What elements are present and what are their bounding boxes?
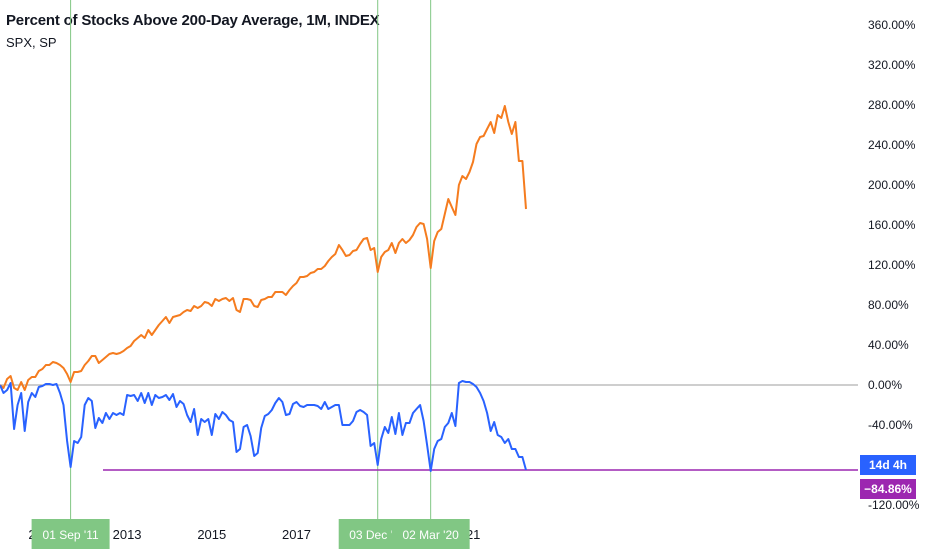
price-badge [860, 479, 916, 499]
y-tick-label: -40.00% [868, 418, 913, 432]
x-tick-label: 2015 [197, 527, 226, 542]
y-tick-label: 40.00% [868, 338, 909, 352]
series-line-1[interactable] [0, 380, 527, 472]
x-tick-label: 2017 [282, 527, 311, 542]
y-tick-label: 280.00% [868, 98, 916, 112]
y-tick-label: 240.00% [868, 138, 916, 152]
y-tick-label: 320.00% [868, 58, 916, 72]
date-marker-badge [31, 519, 110, 549]
y-tick-label: 360.00% [868, 18, 916, 32]
y-tick-label: 0.00% [868, 378, 902, 392]
y-tick-label: -120.00% [868, 498, 920, 512]
y-tick-label: 200.00% [868, 178, 916, 192]
date-marker-label: 02 Mar '20 [402, 528, 459, 542]
y-tick-label: 160.00% [868, 218, 916, 232]
price-badge-label: 14d 4h [869, 458, 907, 472]
chart-title: Percent of Stocks Above 200-Day Average,… [6, 12, 380, 29]
date-marker-label: 01 Sep '11 [43, 528, 99, 542]
x-tick-label: 2013 [113, 527, 142, 542]
price-badge-label: −84.86% [864, 482, 912, 496]
date-marker-badge [391, 519, 470, 549]
series-line-0[interactable] [0, 105, 527, 391]
y-tick-label: 120.00% [868, 258, 916, 272]
y-tick-label: 80.00% [868, 298, 909, 312]
chart-subtitle: SPX, SP [6, 35, 57, 50]
price-badge [860, 455, 916, 475]
